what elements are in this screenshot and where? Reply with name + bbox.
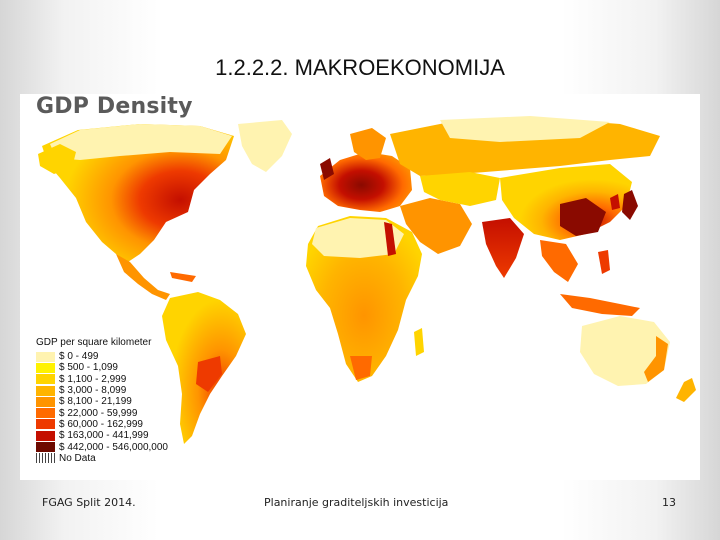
legend-swatch-no-data [36,453,55,464]
legend-label: $ 500 - 1,099 [59,362,118,374]
greenland-region [238,120,292,172]
legend-label: $ 1,100 - 2,999 [59,373,127,385]
indonesia-region [560,294,640,316]
china-east-region [560,198,606,236]
legend-label: $ 0 - 499 [59,351,99,363]
legend-item-no-data: No Data [36,453,206,464]
australia-east-coast-region [644,336,668,382]
japan-region [622,190,638,220]
legend-swatch [36,408,55,419]
legend-item: $ 8,100 - 21,199 [36,396,206,407]
legend-swatch [36,396,55,407]
africa-region [306,216,422,382]
alaska-region [38,144,76,174]
legend-swatch [36,374,55,385]
footer-course-title: Planiranje graditeljskih investicija [264,496,449,509]
gdp-density-map-panel: GDP Density GDP per square kilometer $ 0… [20,94,700,480]
legend-swatch [36,430,55,441]
slide-title: 1.2.2.2. MAKROEKONOMIJA [215,55,505,80]
brazil-southeast-region [196,356,222,392]
legend-label: $ 60,000 - 162,999 [59,418,143,430]
legend-label: $ 3,000 - 8,099 [59,385,127,397]
legend-swatch [36,442,55,453]
world-map [38,116,696,444]
legend-swatch [36,351,55,362]
legend-item: $ 3,000 - 8,099 [36,385,206,396]
legend-item: $ 442,000 - 546,000,000 [36,441,206,453]
legend-swatch [36,362,55,373]
india-region [482,218,524,278]
scandinavia-region [350,128,386,160]
legend-item: $ 163,000 - 441,999 [36,430,206,441]
europe-region [320,152,412,212]
middle-east-region [400,198,472,254]
legend-swatch [36,419,55,430]
legend-label: $ 22,000 - 59,999 [59,407,138,419]
legend-item: $ 0 - 499 [36,351,206,362]
legend-swatch [36,385,55,396]
legend-label: $ 442,000 - 546,000,000 [59,441,168,453]
madagascar-region [414,328,424,356]
map-heading: GDP Density [36,94,193,119]
central-america-region [116,254,170,300]
legend-title: GDP per square kilometer [36,337,152,348]
caribbean-region [170,272,196,282]
canada-north-region [50,124,232,160]
nile-region [384,222,396,256]
legend-item: $ 500 - 1,099 [36,362,206,373]
uk-region [320,158,334,180]
legend-label-no-data: No Data [59,452,96,464]
sahara-region [312,218,404,258]
korea-region [610,194,620,210]
south-africa-region [350,356,372,380]
legend-item: $ 60,000 - 162,999 [36,419,206,430]
legend-label: $ 8,100 - 21,199 [59,396,132,408]
legend-item: $ 1,100 - 2,999 [36,374,206,385]
new-zealand-region [676,378,696,402]
map-legend: GDP per square kilometer $ 0 - 499 $ 500 … [36,337,206,464]
slide-number: 13 [662,496,676,509]
siberia-north-region [440,116,610,142]
legend-item: $ 22,000 - 59,999 [36,407,206,419]
philippines-region [598,250,610,274]
legend-label: $ 163,000 - 441,999 [59,430,149,442]
southeast-asia-region [540,240,578,282]
footer-organization: FGAG Split 2014. [42,496,136,509]
central-asia-region [420,172,500,206]
